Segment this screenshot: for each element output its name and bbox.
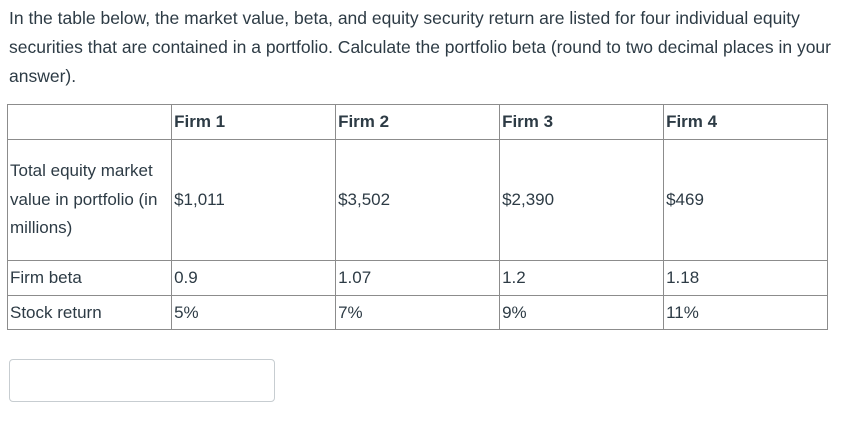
- cell-market-value-firm-1: $1,011: [171, 139, 337, 261]
- cell-beta-firm-1: 0.9: [171, 260, 337, 296]
- cell-market-value-firm-3: $2,390: [499, 139, 665, 261]
- table-header-firm-3: Firm 3: [499, 104, 665, 140]
- table-header-firm-4: Firm 4: [663, 104, 828, 140]
- table-row-beta: Firm beta 0.9 1.07 1.2 1.18: [6, 260, 828, 296]
- answer-input[interactable]: [9, 359, 275, 402]
- cell-return-firm-2: 7%: [335, 295, 501, 330]
- table-header-row: Firm 1 Firm 2 Firm 3 Firm 4: [6, 104, 828, 140]
- table-header-firm-2: Firm 2: [335, 104, 501, 140]
- cell-market-value-firm-4: $469: [663, 139, 828, 261]
- cell-beta-firm-3: 1.2: [499, 260, 665, 296]
- question-text: In the table below, the market value, be…: [9, 8, 831, 86]
- row-label-market-value: Total equity market value in portfolio (…: [6, 139, 173, 261]
- cell-return-firm-4: 11%: [663, 295, 828, 330]
- table-header-firm-1: Firm 1: [171, 104, 337, 140]
- row-label-stock-return: Stock return: [6, 295, 173, 330]
- cell-return-firm-3: 9%: [499, 295, 665, 330]
- row-label-beta: Firm beta: [6, 260, 173, 296]
- table-row-stock-return: Stock return 5% 7% 9% 11%: [6, 295, 828, 330]
- cell-return-firm-1: 5%: [171, 295, 337, 330]
- table-header-blank: [6, 104, 173, 140]
- cell-market-value-firm-2: $3,502: [335, 139, 501, 261]
- cell-beta-firm-4: 1.18: [663, 260, 828, 296]
- cell-beta-firm-2: 1.07: [335, 260, 501, 296]
- table-row-market-value: Total equity market value in portfolio (…: [6, 139, 828, 261]
- securities-table: Firm 1 Firm 2 Firm 3 Firm 4 Total equity…: [6, 104, 828, 330]
